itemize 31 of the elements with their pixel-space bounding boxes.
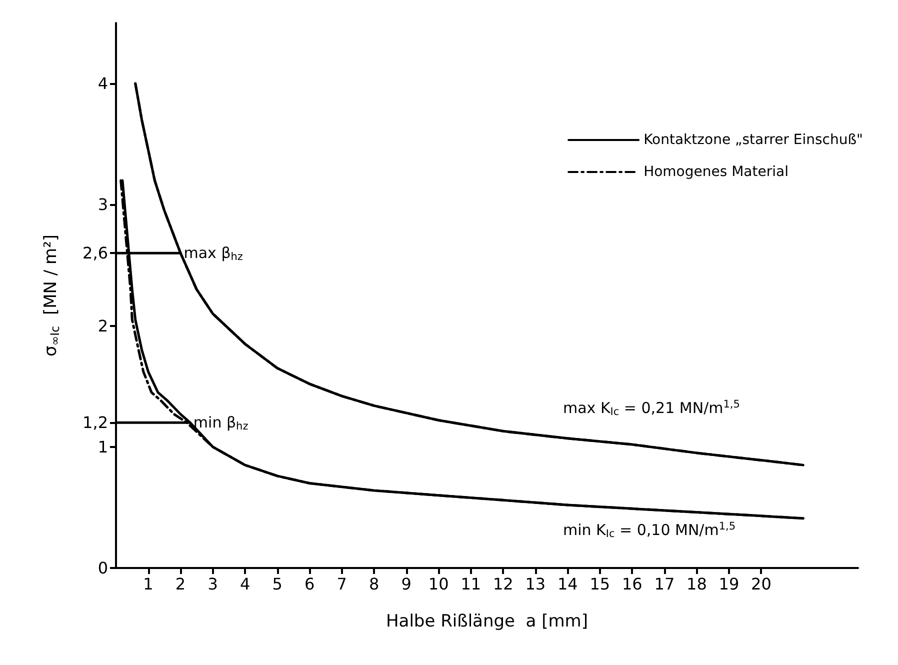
legend-label: Homogenes Material xyxy=(644,164,788,180)
y-tick-label: 1,2 xyxy=(82,413,108,432)
y-axis-title: σ∞Ic [MN / m²] xyxy=(40,234,62,357)
y-tick-label: 0 xyxy=(98,558,108,578)
x-axis-title: Halbe Rißlänge a [mm] xyxy=(386,612,588,632)
y-tick-label: 4 xyxy=(98,74,108,94)
x-tick-label: 8 xyxy=(368,574,380,594)
x-tick-label: 7 xyxy=(336,574,347,594)
x-tick-label: 20 xyxy=(751,574,772,594)
x-tick-label: 6 xyxy=(304,574,315,594)
x-tick-label: 3 xyxy=(208,574,218,594)
x-tick-label: 12 xyxy=(492,574,514,594)
y-tick-label: 1 xyxy=(98,437,108,456)
x-tick-label: 5 xyxy=(272,574,282,594)
y-tick-label: 2 xyxy=(98,316,108,336)
y-tick-label: 2,6 xyxy=(82,244,108,263)
x-tick-label: 11 xyxy=(460,574,482,594)
x-tick-label: 14 xyxy=(557,574,578,594)
x-tick-label: 19 xyxy=(718,574,740,594)
x-tick-label: 1 xyxy=(143,574,154,594)
y-tick-label: 3 xyxy=(98,195,108,214)
x-tick-label: 16 xyxy=(622,574,642,594)
x-tick-label: 13 xyxy=(525,574,546,594)
legend-label: Kontaktzone „starrer Einschuß" xyxy=(644,132,864,148)
x-tick-label: 10 xyxy=(428,574,449,594)
x-tick-label: 4 xyxy=(240,574,250,594)
x-tick-label: 2 xyxy=(175,574,186,594)
x-tick-label: 17 xyxy=(654,574,675,594)
x-tick-label: 9 xyxy=(401,574,412,594)
x-tick-label: 15 xyxy=(590,574,610,594)
x-tick-label: 18 xyxy=(686,574,707,594)
